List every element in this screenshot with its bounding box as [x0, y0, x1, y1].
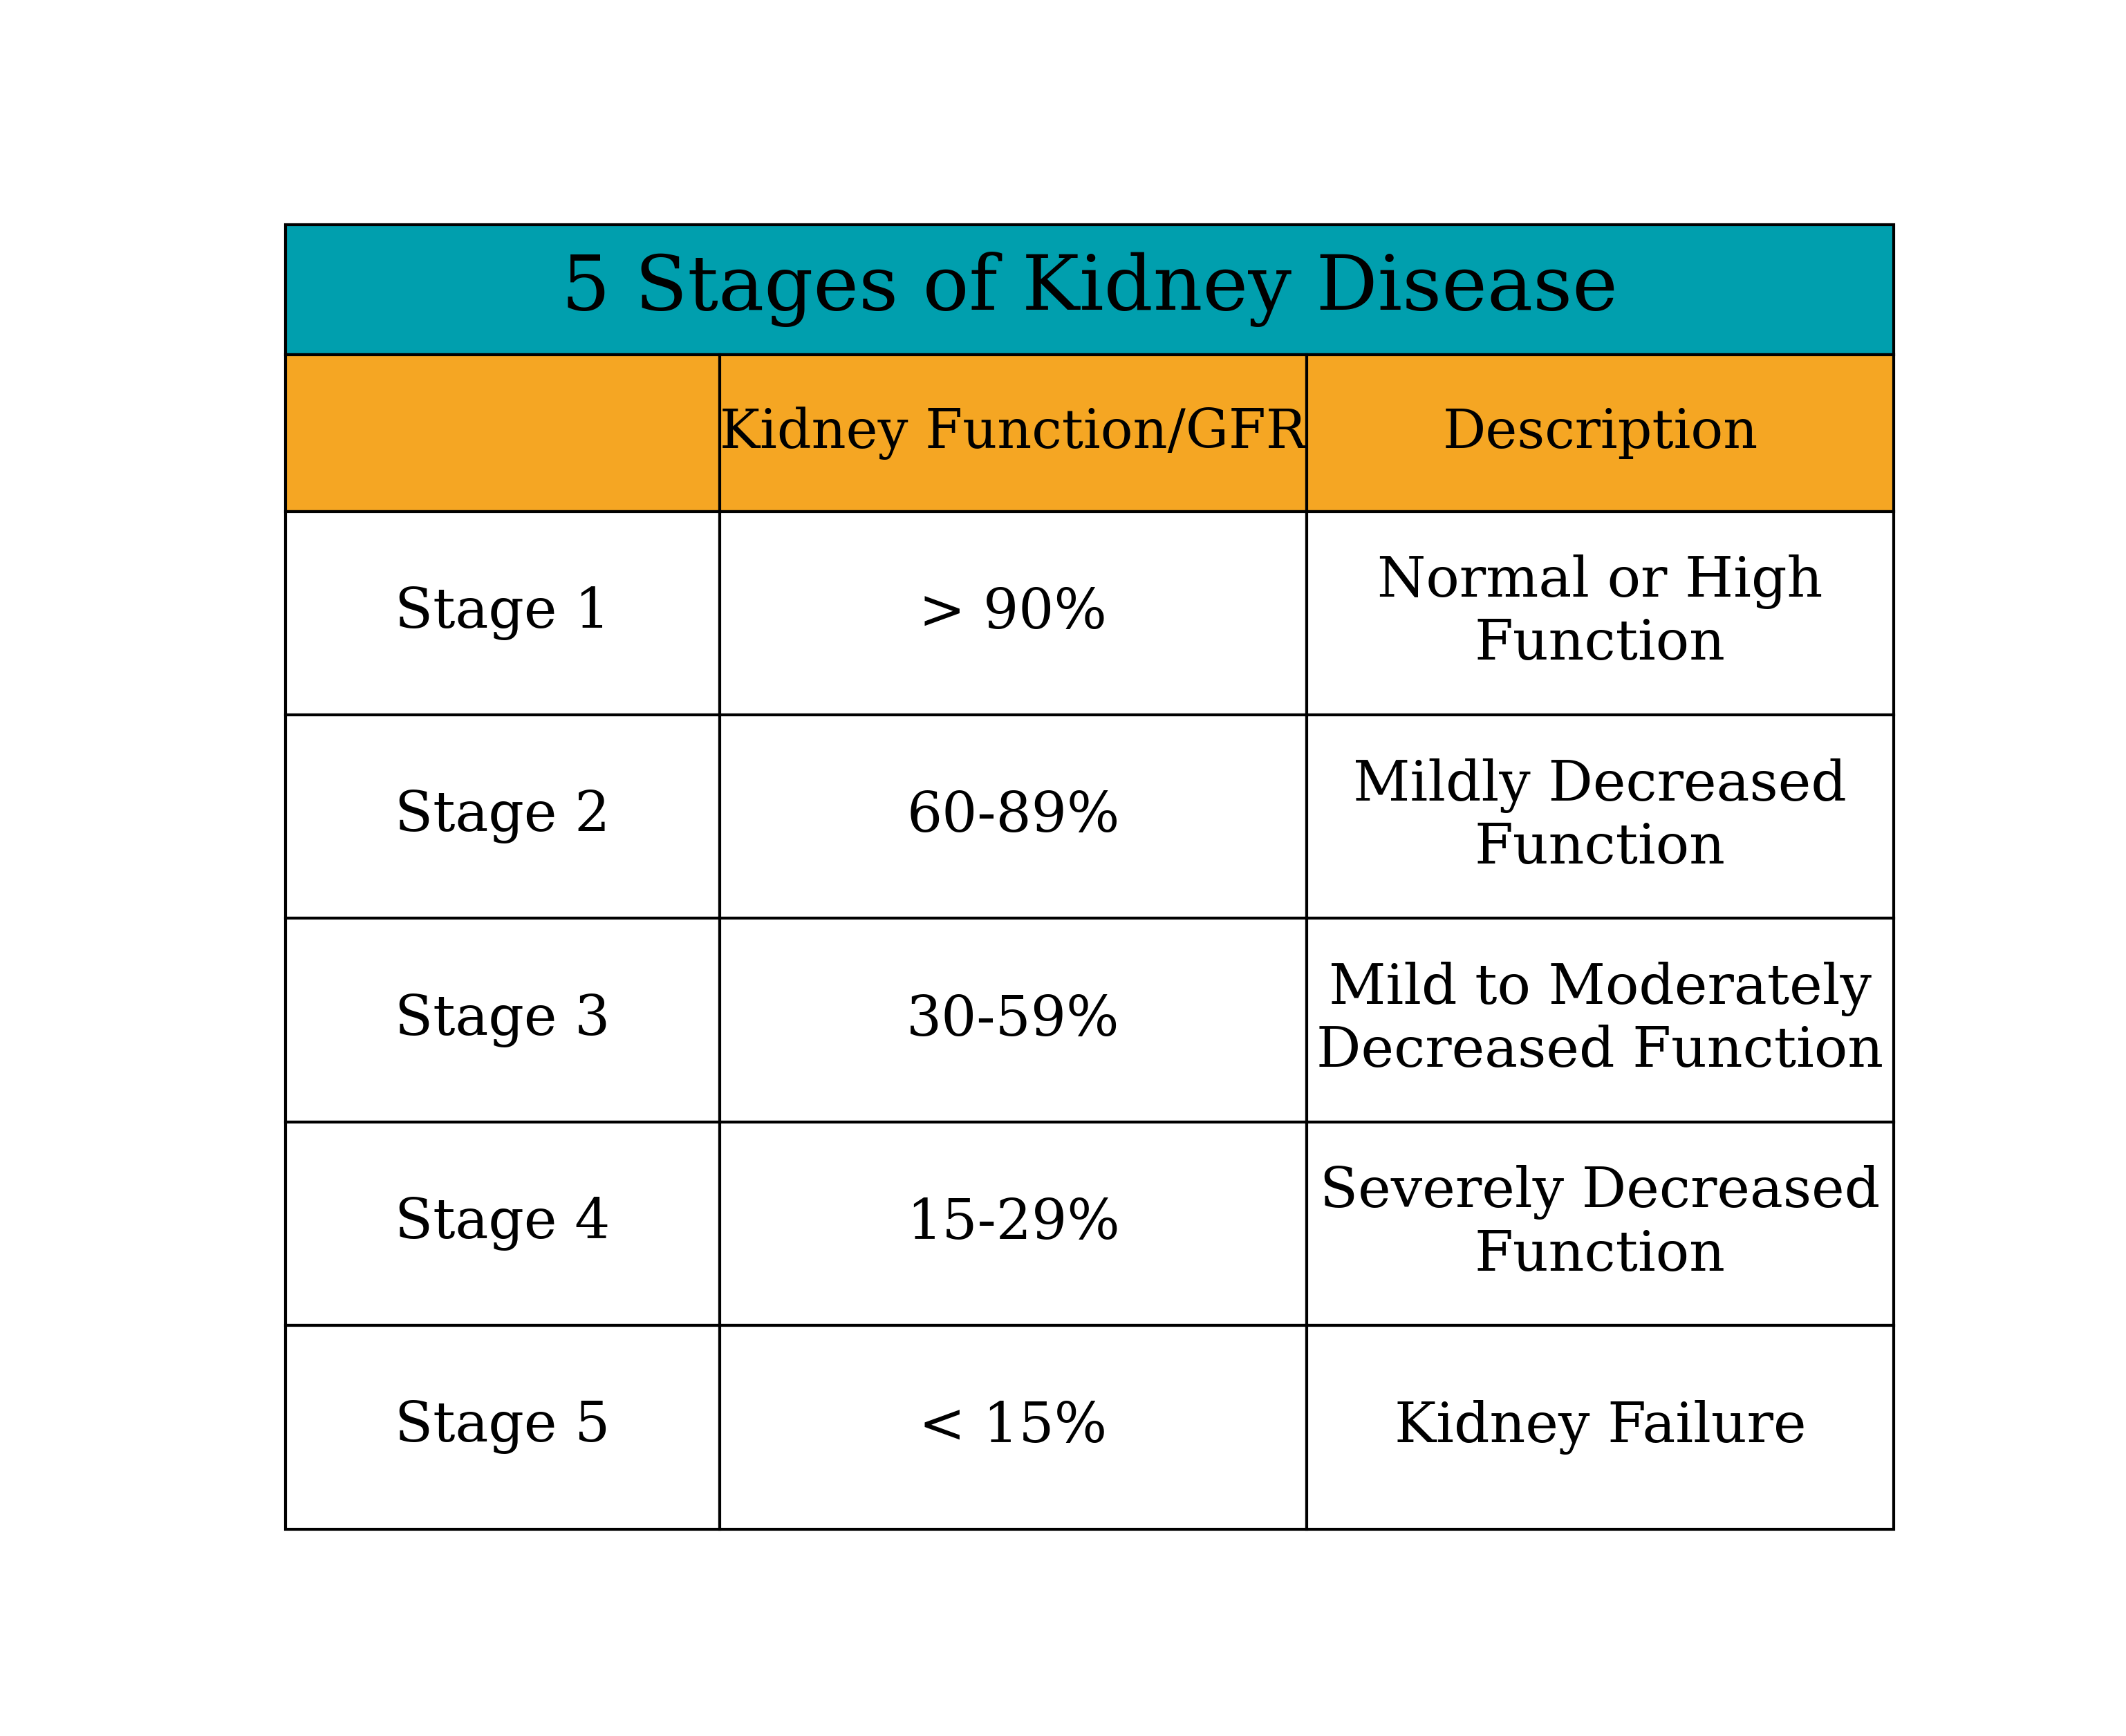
Bar: [285, 354, 721, 512]
Bar: [1307, 1121, 1894, 1326]
Text: < 15%: < 15%: [918, 1401, 1108, 1455]
Text: Stage 5: Stage 5: [395, 1401, 610, 1455]
Text: Stage 3: Stage 3: [395, 993, 610, 1047]
Bar: [721, 918, 1307, 1121]
Text: Stage 4: Stage 4: [395, 1196, 610, 1250]
Bar: [1307, 1326, 1894, 1529]
Bar: [721, 1326, 1307, 1529]
Text: Kidney Function/GFR: Kidney Function/GFR: [721, 406, 1307, 460]
Bar: [721, 354, 1307, 512]
Text: Stage 1: Stage 1: [395, 587, 610, 641]
Bar: [721, 715, 1307, 918]
Text: 30-59%: 30-59%: [906, 993, 1120, 1047]
Bar: [1307, 918, 1894, 1121]
Text: Kidney Failure: Kidney Failure: [1395, 1399, 1807, 1455]
Bar: [285, 918, 721, 1121]
Bar: [1307, 512, 1894, 715]
Bar: [1307, 715, 1894, 918]
Text: > 90%: > 90%: [918, 587, 1108, 641]
Text: Severely Decreased
Function: Severely Decreased Function: [1320, 1165, 1879, 1283]
Text: Normal or High
Function: Normal or High Function: [1378, 556, 1822, 672]
Bar: [285, 1326, 721, 1529]
Bar: [721, 512, 1307, 715]
Text: 15-29%: 15-29%: [906, 1196, 1120, 1250]
Bar: [1307, 354, 1894, 512]
Bar: [285, 1121, 721, 1326]
Bar: [285, 715, 721, 918]
Bar: [285, 224, 1894, 354]
Text: Mildly Decreased
Function: Mildly Decreased Function: [1354, 759, 1847, 875]
Text: Mild to Moderately
Decreased Function: Mild to Moderately Decreased Function: [1316, 962, 1884, 1078]
Bar: [721, 1121, 1307, 1326]
Text: Stage 2: Stage 2: [395, 790, 610, 844]
Text: 60-89%: 60-89%: [906, 790, 1120, 844]
Text: 5 Stages of Kidney Disease: 5 Stages of Kidney Disease: [561, 252, 1618, 328]
Text: Description: Description: [1441, 406, 1758, 460]
Bar: [285, 512, 721, 715]
